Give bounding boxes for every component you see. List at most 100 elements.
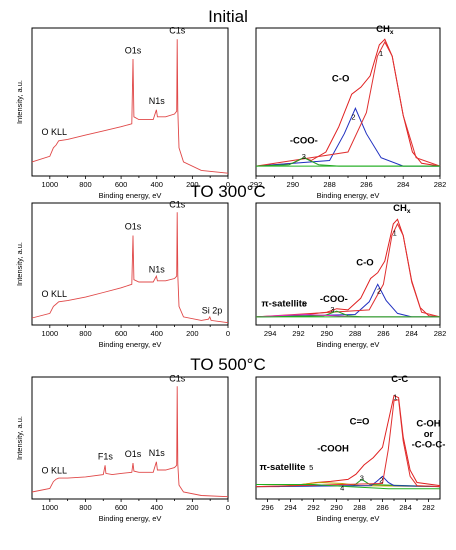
x-tick-label: 600 [115, 180, 128, 189]
x-tick-label: 400 [150, 180, 163, 189]
x-tick-label: 286 [377, 329, 390, 338]
x-tick-label: 282 [434, 180, 447, 189]
peak-annotation: C-OH [416, 419, 440, 430]
peak-annotation: N1s [149, 448, 166, 458]
peak-annotation: C1s [169, 200, 186, 210]
peak-annotation: CHx [376, 24, 394, 36]
peak-number-label: 2 [351, 113, 355, 122]
peak-annotation: -COOH [317, 443, 349, 454]
peak-number-label: 3 [302, 152, 306, 161]
x-tick-label: 800 [79, 503, 92, 512]
x-tick-label: 282 [422, 503, 435, 512]
series-line-1 [31, 39, 229, 174]
peak-annotation: C-O [356, 258, 373, 269]
peak-annotation: -COO- [290, 136, 318, 147]
chart-survey-300: 1000 800 600 400 200 0 Binding energy, eV Inten… [15, 200, 230, 349]
peak-number-label: 4 [340, 484, 344, 493]
x-tick-label: 294 [284, 503, 297, 512]
x-tick-label: 400 [150, 503, 163, 512]
x-tick-label: 288 [349, 329, 362, 338]
series-line-1 [31, 386, 229, 498]
x-tick-label: 290 [330, 503, 343, 512]
plot-frame [255, 376, 441, 500]
x-tick-label: 292 [292, 329, 305, 338]
peak-annotation: π-satellite [261, 298, 307, 309]
x-tick-label: 290 [321, 329, 334, 338]
x-tick-label: 284 [399, 503, 412, 512]
x-tick-label: 200 [186, 180, 199, 189]
x-tick-label: 288 [323, 180, 336, 189]
x-tick-label: 200 [186, 329, 199, 338]
x-tick-label: 286 [360, 180, 373, 189]
peak-annotation: O1s [125, 449, 142, 459]
series-line-6 [256, 484, 440, 490]
x-tick-label: 288 [353, 503, 366, 512]
series-line-4 [255, 475, 441, 488]
series-line-3 [255, 222, 441, 318]
peak-annotation: C=O [350, 417, 370, 428]
peak-annotation: CHx [393, 203, 411, 215]
peak-number-label: 1 [379, 49, 383, 58]
x-tick-label: 1000 [41, 503, 58, 512]
peak-number-label: 5 [309, 463, 313, 472]
x-tick-label: 600 [115, 329, 128, 338]
peak-number-label: 5 [302, 299, 306, 308]
x-tick-label: 200 [186, 503, 199, 512]
peak-annotation: O KLL [42, 465, 68, 475]
peak-annotation: -C-O-C- [412, 439, 446, 450]
x-axis-label: Binding energy, eV [99, 191, 162, 200]
annotation-subscript: x [407, 208, 411, 215]
x-axis-label: Binding energy, eV [317, 514, 380, 523]
peak-number-label: 3 [360, 473, 364, 482]
y-axis-label: Intensity, a.u. [15, 80, 24, 124]
peak-annotation: -COO- [320, 294, 348, 305]
series-line-3 [255, 41, 441, 167]
x-axis-label: Binding energy, eV [99, 340, 162, 349]
x-tick-label: 284 [405, 329, 418, 338]
peak-annotation: Si 2p [202, 305, 223, 315]
x-tick-label: 0 [226, 503, 230, 512]
x-tick-label: 800 [79, 329, 92, 338]
series-line-2 [255, 283, 440, 318]
y-axis-label: Intensity, a.u. [15, 416, 24, 460]
peak-annotation: O KLL [42, 289, 68, 299]
x-axis-label: Binding energy, eV [317, 191, 380, 200]
peak-number-label: 1 [393, 393, 397, 402]
chart-c1s-500: 296 294 292 290 288 286 284 282 Binding energy, … [255, 374, 446, 523]
peak-annotation: N1s [149, 265, 166, 275]
peak-annotation: C1s [169, 374, 186, 384]
peak-number-label: 3 [330, 305, 334, 314]
y-axis-label: Intensity, a.u. [15, 242, 24, 286]
peak-annotation: O KLL [42, 127, 68, 137]
x-tick-label: 1000 [41, 180, 58, 189]
plot-frame [31, 27, 229, 177]
x-tick-label: 0 [226, 180, 230, 189]
plot-frame [31, 202, 229, 326]
x-tick-label: 282 [434, 329, 447, 338]
chart-survey-initial: 1000 800 600 400 200 0 Binding energy, eV Inten… [15, 26, 230, 200]
peak-annotation: F1s [98, 451, 114, 461]
plot-frame [255, 202, 441, 326]
x-tick-label: 284 [397, 180, 410, 189]
chart-c1s-300: 294 292 290 288 286 284 282 Binding energy, eV C… [255, 202, 447, 349]
x-axis-label: Binding energy, eV [99, 514, 162, 523]
peak-annotation: O1s [125, 222, 142, 232]
peak-annotation: C-O [332, 74, 349, 85]
series-line-2 [255, 107, 440, 167]
x-tick-label: 292 [250, 180, 263, 189]
x-tick-label: 1000 [41, 329, 58, 338]
x-tick-label: 290 [287, 180, 300, 189]
peak-annotation: N1s [149, 96, 166, 106]
plot-frame [255, 27, 441, 177]
peak-annotation: O1s [125, 45, 142, 55]
x-tick-label: 0 [226, 329, 230, 338]
peak-annotation: π-satellite [260, 462, 306, 473]
x-axis-label: Binding energy, eV [317, 340, 380, 349]
chart-c1s-initial: 292 290 288 286 284 282 Binding energy, eV CHx 1… [250, 24, 447, 200]
panel-title-500c: TO 500°C [190, 355, 265, 374]
x-tick-label: 296 [261, 503, 274, 512]
peak-number-label: 1 [393, 229, 397, 238]
x-tick-label: 600 [115, 503, 128, 512]
x-tick-label: 292 [307, 503, 320, 512]
